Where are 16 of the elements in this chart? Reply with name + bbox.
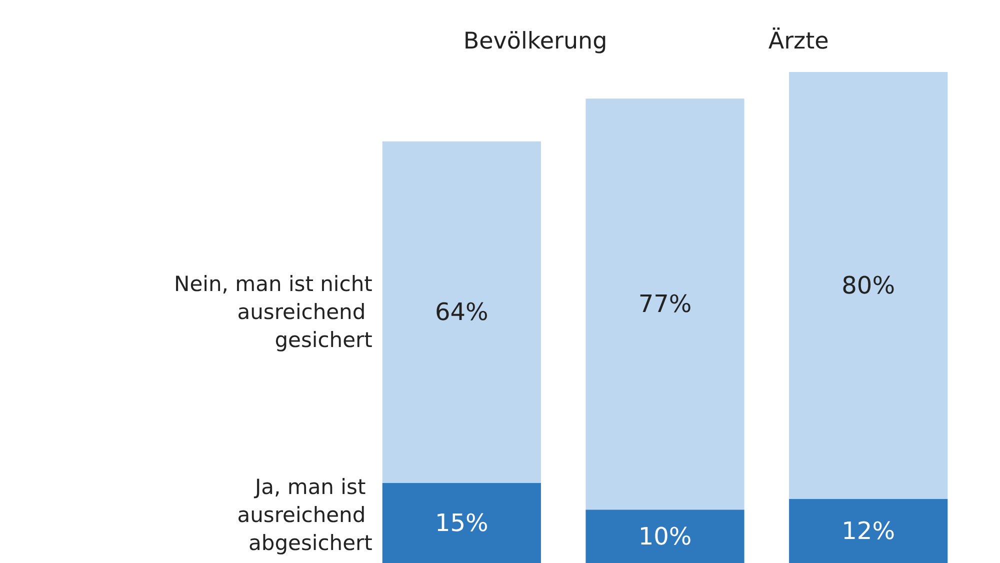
bar <box>789 72 948 499</box>
data-label: 15% <box>434 508 488 537</box>
bar <box>586 510 744 563</box>
text: Bevölkerung <box>463 28 608 54</box>
bar <box>382 482 541 563</box>
bar <box>382 141 541 483</box>
series-label: Nein, man ist nicht ausreichend gesichert <box>174 272 372 352</box>
data-label: 64% <box>434 298 488 326</box>
data-label: 80% <box>842 271 896 300</box>
data-label: 10% <box>638 522 692 550</box>
series-label: Ja, man ist ausreichend abgesichert <box>237 475 372 555</box>
bar <box>789 498 948 563</box>
bar <box>586 98 744 510</box>
text: Ärzte <box>768 28 829 54</box>
data-label: 77% <box>638 290 692 318</box>
data-label: 12% <box>842 516 896 545</box>
